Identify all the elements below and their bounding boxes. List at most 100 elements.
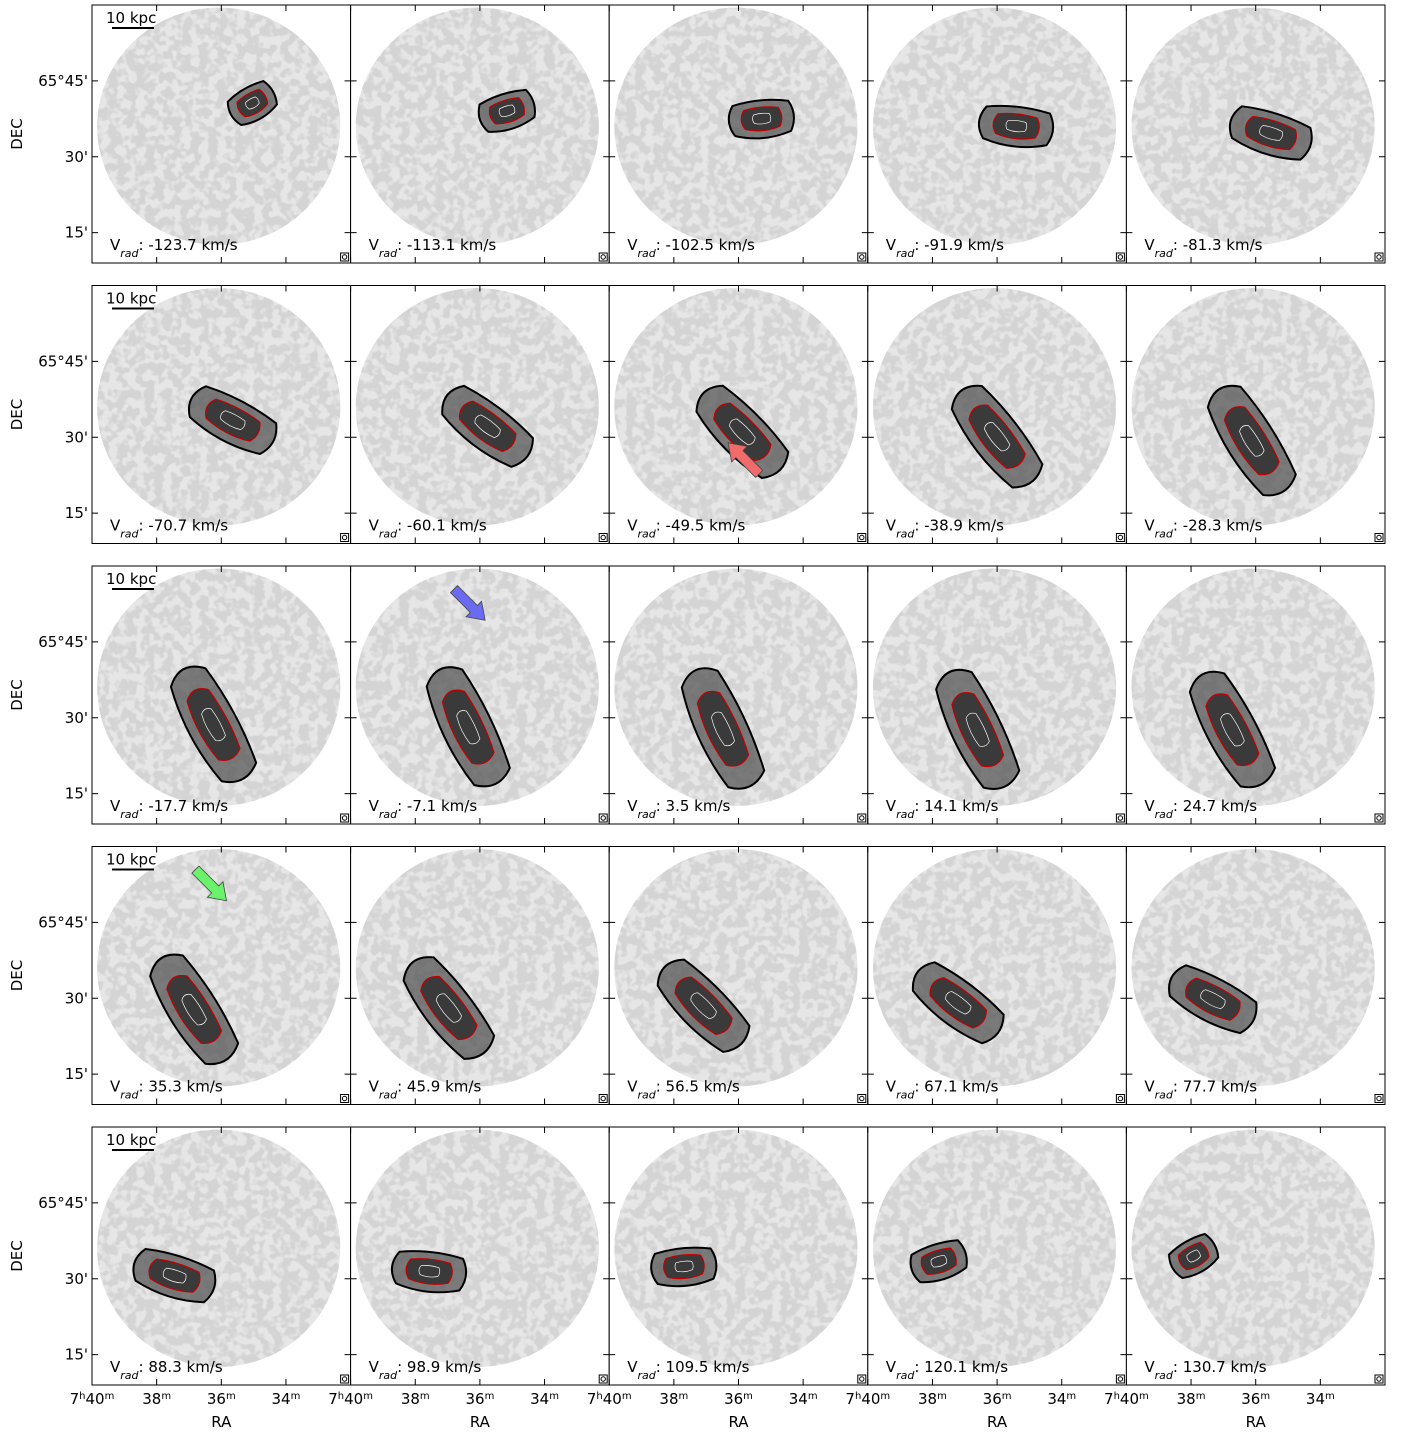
y-axis-label: DEC [8, 399, 26, 431]
beam-marker [341, 254, 348, 260]
scale-bar-label: 10 kpc [106, 1131, 156, 1149]
noise-texture [97, 7, 341, 245]
beam-marker [598, 1094, 608, 1103]
noise-texture [872, 1129, 1117, 1367]
beam-marker [857, 1094, 867, 1103]
annotation-arrow [727, 442, 764, 479]
channel-panel: Vrad: -102.5 km/s [608, 4, 869, 264]
emission-mid-contour [166, 974, 223, 1045]
emission-mid-contour [740, 106, 783, 132]
emission-inner-contour [162, 1267, 187, 1284]
beam-marker [340, 533, 350, 542]
channel-panel: Vrad: -38.9 km/s [867, 285, 1127, 544]
beam-marker [859, 1376, 865, 1382]
annotation-arrow [191, 865, 228, 902]
emission-inner-contour [945, 991, 972, 1015]
x-axis-label: RA [987, 1413, 1008, 1431]
x-tick-label: 7h40m [328, 1390, 373, 1408]
channel-panel: Vrad: 77.7 km/s [1125, 846, 1386, 1105]
y-axis-label: DEC [8, 1240, 26, 1272]
y-tick-label: 30' [65, 428, 88, 446]
emission-mid-contour [420, 975, 478, 1041]
beam-marker [341, 1095, 348, 1102]
y-tick-label: 65°45' [38, 1194, 88, 1212]
emission-inner-contour [474, 414, 501, 438]
channel-panel: Vrad: 35.3 km/s 10 kpc [91, 846, 352, 1105]
beam-marker [600, 534, 606, 541]
velocity-label: Vrad: 67.1 km/s [886, 1078, 999, 1102]
velocity-label: Vrad: -102.5 km/s [627, 236, 755, 260]
beam-marker [600, 1376, 606, 1382]
channel-panel: Vrad: -7.1 km/s [350, 565, 610, 825]
emission-inner-contour [674, 1260, 694, 1273]
x-tick-label: 7h40m [70, 1390, 115, 1408]
beam-marker [598, 1374, 608, 1384]
y-tick-label: 65°45' [38, 913, 88, 931]
beam-marker [857, 1374, 867, 1384]
emission-mid-contour [405, 1258, 453, 1285]
x-tick-label: 36m [1241, 1390, 1270, 1408]
emission-inner-contour [1259, 125, 1283, 141]
emission-mid-contour [441, 689, 495, 765]
channel-panel: Vrad: 130.7 km/s [1125, 1126, 1386, 1386]
velocity-label: Vrad: -38.9 km/s [886, 517, 1004, 541]
y-axis-label: DEC [8, 960, 26, 992]
emission-inner-contour [456, 710, 481, 745]
beam-marker [1115, 252, 1125, 262]
channel-panel: Vrad: 98.9 km/s [350, 1126, 610, 1386]
beam-marker [600, 815, 606, 821]
channel-panel: Vrad: -91.9 km/s [867, 4, 1127, 264]
beam-marker [1115, 533, 1125, 542]
emission-inner-contour [181, 993, 207, 1026]
velocity-label: Vrad: 35.3 km/s [110, 1078, 223, 1102]
emission-mid-contour [951, 692, 1005, 768]
x-tick-label: 34m [1047, 1390, 1076, 1408]
beam-marker [857, 813, 867, 823]
beam-marker [1117, 254, 1124, 260]
scale-bar-label: 10 kpc [106, 851, 156, 869]
x-tick-label: 7h40m [1104, 1390, 1149, 1408]
beam-marker [1376, 534, 1382, 541]
emission-mid-contour [1223, 406, 1280, 476]
y-tick-label: 30' [65, 709, 88, 727]
x-tick-label: 38m [142, 1390, 171, 1408]
beam-marker [341, 534, 348, 541]
emission-mid-contour [674, 976, 733, 1036]
y-tick-label: 30' [65, 1270, 88, 1288]
x-tick-label: 38m [1177, 1390, 1206, 1408]
channel-panel: Vrad: 56.5 km/s [608, 846, 869, 1105]
emission-inner-contour [1239, 425, 1265, 457]
beam-marker [598, 252, 608, 262]
beam-marker [340, 1094, 350, 1103]
emission-inner-contour [752, 112, 772, 125]
x-tick-label: 38m [659, 1390, 688, 1408]
beam-marker [1374, 533, 1384, 542]
beam-marker [598, 813, 608, 823]
x-tick-label: 34m [272, 1390, 301, 1408]
y-tick-label: 30' [65, 148, 88, 166]
y-tick-label: 65°45' [38, 633, 88, 651]
beam-marker [340, 1374, 350, 1384]
beam-marker [1376, 815, 1382, 821]
x-tick-label: 38m [401, 1390, 430, 1408]
x-axis-label: RA [1246, 1413, 1267, 1431]
emission-inner-contour [965, 712, 990, 747]
x-axis-label: RA [211, 1413, 232, 1431]
emission-inner-contour [220, 410, 246, 430]
x-axis-label: RA [728, 1413, 749, 1431]
channel-panel: Vrad: -49.5 km/s [608, 285, 869, 544]
emission-inner-contour [435, 993, 462, 1023]
emission-mid-contour [929, 977, 988, 1029]
channel-panel: Vrad: 45.9 km/s [350, 846, 610, 1105]
beam-marker [1115, 1374, 1125, 1384]
channel-panel: Vrad: 120.1 km/s [867, 1126, 1127, 1386]
channel-panel: Vrad: 109.5 km/s [608, 1126, 869, 1386]
y-tick-label: 15' [65, 224, 88, 242]
x-tick-label: 34m [1306, 1390, 1335, 1408]
emission-inner-contour [418, 1265, 441, 1278]
beam-marker [859, 815, 865, 821]
beam-marker [857, 533, 867, 542]
velocity-label: Vrad: 109.5 km/s [627, 1358, 749, 1382]
beam-marker [1374, 1374, 1384, 1384]
